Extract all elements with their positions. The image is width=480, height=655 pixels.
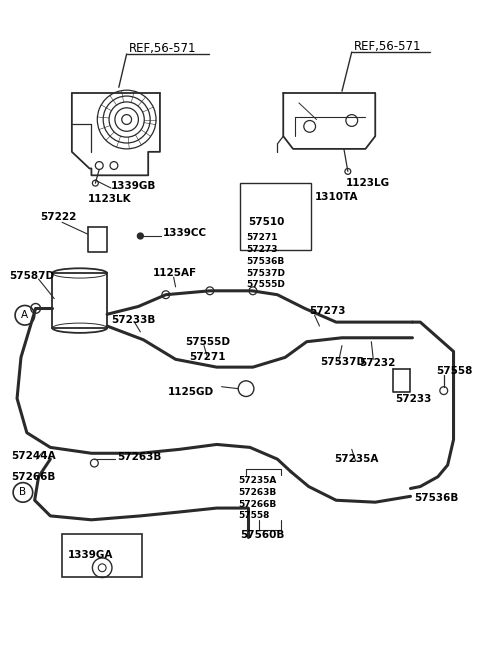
Text: 57266B: 57266B xyxy=(238,500,276,509)
Text: 57587D: 57587D xyxy=(9,271,54,281)
Text: 57233B: 57233B xyxy=(111,315,156,325)
Text: 57244A: 57244A xyxy=(11,451,56,461)
Text: REF,56-571: REF,56-571 xyxy=(129,41,196,54)
Text: 57555D: 57555D xyxy=(185,337,230,346)
Text: B: B xyxy=(19,487,26,497)
Text: 57560B: 57560B xyxy=(240,531,285,540)
Text: 57273: 57273 xyxy=(246,245,277,254)
Text: REF,56-571: REF,56-571 xyxy=(354,40,421,52)
Text: A: A xyxy=(21,310,28,320)
Bar xyxy=(240,183,311,250)
Text: 57232: 57232 xyxy=(360,358,396,368)
Text: 1123LK: 1123LK xyxy=(87,194,131,204)
Bar xyxy=(62,534,142,576)
Text: 57537D: 57537D xyxy=(321,357,366,367)
Text: 1339GA: 1339GA xyxy=(68,550,113,560)
Text: 57263B: 57263B xyxy=(117,452,161,462)
Text: 57555D: 57555D xyxy=(246,280,285,290)
Circle shape xyxy=(137,233,144,239)
Text: 57536B: 57536B xyxy=(414,493,459,503)
Text: 57271: 57271 xyxy=(189,352,226,362)
Text: 1125AF: 1125AF xyxy=(153,268,197,278)
Text: 1123LG: 1123LG xyxy=(346,178,390,188)
Text: 1339GB: 1339GB xyxy=(111,181,156,191)
Text: 57222: 57222 xyxy=(40,212,77,223)
Text: 57273: 57273 xyxy=(309,307,345,316)
Text: 57235A: 57235A xyxy=(334,454,379,464)
Text: 57510: 57510 xyxy=(248,217,284,227)
Text: 57536B: 57536B xyxy=(246,257,284,266)
Text: 1125GD: 1125GD xyxy=(168,386,214,397)
Text: 57266B: 57266B xyxy=(11,472,56,481)
Text: 57537D: 57537D xyxy=(246,269,285,278)
Text: 57235A: 57235A xyxy=(238,476,276,485)
Text: 57558: 57558 xyxy=(238,512,270,520)
Bar xyxy=(52,273,107,328)
Text: 57263B: 57263B xyxy=(238,488,276,497)
Text: 1339CC: 1339CC xyxy=(163,228,207,238)
Text: 57233: 57233 xyxy=(395,394,431,404)
Text: 57271: 57271 xyxy=(246,233,277,242)
Text: 57558: 57558 xyxy=(436,366,472,376)
Text: 1310TA: 1310TA xyxy=(314,192,358,202)
